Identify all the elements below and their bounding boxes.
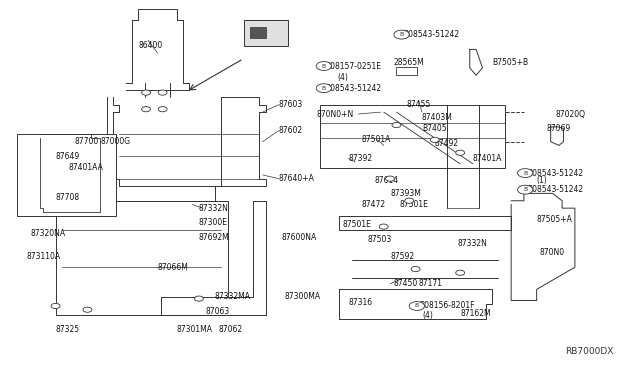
Circle shape <box>404 198 413 203</box>
Circle shape <box>158 107 167 112</box>
Text: 873110A: 873110A <box>27 251 61 261</box>
Text: B08157-0251E: B08157-0251E <box>325 61 381 71</box>
Text: 86400: 86400 <box>138 41 163 50</box>
Text: 87316: 87316 <box>349 298 372 307</box>
Circle shape <box>380 224 388 229</box>
Text: 87640+A: 87640+A <box>278 174 314 183</box>
Circle shape <box>51 304 60 309</box>
Text: 28565M: 28565M <box>394 58 424 67</box>
Bar <box>250 27 266 38</box>
Circle shape <box>392 122 401 128</box>
Text: B7505+B: B7505+B <box>492 58 528 67</box>
Text: 87300MA: 87300MA <box>285 292 321 301</box>
Text: B08543-51242: B08543-51242 <box>527 185 583 194</box>
Circle shape <box>409 302 424 310</box>
Text: 87501E: 87501E <box>342 220 371 229</box>
Text: B: B <box>523 187 527 192</box>
Text: 87020Q: 87020Q <box>556 109 586 119</box>
Text: 87325: 87325 <box>56 326 79 334</box>
Circle shape <box>456 150 465 155</box>
Text: 87393M: 87393M <box>390 189 421 198</box>
Text: 87501A: 87501A <box>362 135 391 144</box>
Text: B: B <box>322 86 326 91</box>
Text: B08543-51242: B08543-51242 <box>325 84 381 93</box>
Text: 87614: 87614 <box>374 176 398 185</box>
Circle shape <box>518 169 533 177</box>
Text: 87320NA: 87320NA <box>30 230 65 238</box>
Text: 87062: 87062 <box>218 326 242 334</box>
Text: 87592: 87592 <box>390 251 414 261</box>
Text: 87066M: 87066M <box>157 263 188 272</box>
Text: 87450: 87450 <box>394 279 417 288</box>
Text: B7405: B7405 <box>422 124 447 133</box>
Text: 87505+A: 87505+A <box>537 215 573 224</box>
Circle shape <box>316 62 332 70</box>
Circle shape <box>141 90 150 95</box>
Circle shape <box>518 185 533 194</box>
Text: 87501E: 87501E <box>399 200 429 209</box>
Text: 87392: 87392 <box>349 154 372 163</box>
Text: 87332N: 87332N <box>457 239 487 248</box>
Text: 87503: 87503 <box>368 235 392 244</box>
Text: 87602: 87602 <box>278 126 303 135</box>
Circle shape <box>456 270 465 275</box>
Text: B: B <box>322 64 326 68</box>
Text: B: B <box>415 304 419 308</box>
Text: 87603: 87603 <box>278 100 303 109</box>
Text: 87649: 87649 <box>56 152 80 161</box>
Circle shape <box>141 107 150 112</box>
Text: 87171: 87171 <box>419 279 443 288</box>
Bar <box>244 20 288 46</box>
FancyBboxPatch shape <box>17 134 116 215</box>
Text: 87401A: 87401A <box>473 154 502 163</box>
Text: RB7000DX: RB7000DX <box>564 347 613 356</box>
Text: 87708: 87708 <box>56 193 79 202</box>
Text: 870N0: 870N0 <box>540 248 565 257</box>
Circle shape <box>316 84 332 93</box>
Text: 87301MA: 87301MA <box>177 326 212 334</box>
Circle shape <box>195 296 204 301</box>
Text: B08543-51242: B08543-51242 <box>527 169 583 177</box>
Text: 87332N: 87332N <box>199 203 229 213</box>
Text: 87700: 87700 <box>75 137 99 146</box>
Text: (4): (4) <box>338 73 349 81</box>
Text: B: B <box>523 171 527 176</box>
Text: 87492: 87492 <box>435 139 459 148</box>
Circle shape <box>394 30 409 39</box>
Text: B08543-51242: B08543-51242 <box>403 30 459 39</box>
Circle shape <box>83 307 92 312</box>
Circle shape <box>430 137 439 142</box>
Text: 87455: 87455 <box>406 100 430 109</box>
Text: (1): (1) <box>537 176 547 185</box>
Text: 87000G: 87000G <box>100 137 131 146</box>
Text: 87332MA: 87332MA <box>215 292 251 301</box>
Text: 87069: 87069 <box>546 124 570 133</box>
Text: 87600NA: 87600NA <box>282 233 317 242</box>
Text: 87401AA: 87401AA <box>68 163 103 172</box>
FancyBboxPatch shape <box>320 105 505 167</box>
Text: B08156-8201F: B08156-8201F <box>419 301 474 311</box>
Text: 87403M: 87403M <box>422 113 453 122</box>
Circle shape <box>411 266 420 272</box>
Text: 87063: 87063 <box>205 307 230 316</box>
Text: 87472: 87472 <box>362 200 385 209</box>
Text: 87692M: 87692M <box>199 233 230 242</box>
Bar <box>396 67 417 75</box>
Text: 87300E: 87300E <box>199 218 228 227</box>
Text: (4): (4) <box>422 311 433 320</box>
Circle shape <box>158 90 167 95</box>
Text: 87162M: 87162M <box>460 309 491 318</box>
Text: 870N0+N: 870N0+N <box>317 109 354 119</box>
Circle shape <box>386 176 394 181</box>
Text: B: B <box>399 32 404 37</box>
